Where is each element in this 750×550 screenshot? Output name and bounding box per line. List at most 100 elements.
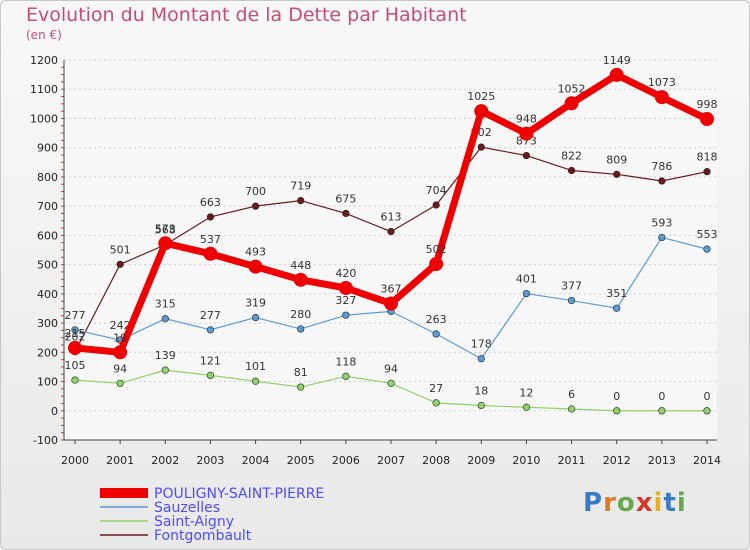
y-tick-label: 100: [37, 376, 58, 389]
data-label: 12: [519, 386, 533, 399]
data-label: 822: [561, 149, 582, 162]
data-label: 998: [697, 98, 718, 111]
data-label: 81: [294, 366, 308, 379]
data-point: [522, 289, 531, 298]
data-label: 704: [426, 184, 447, 197]
y-tick-label: 800: [37, 171, 58, 184]
chart-title: Evolution du Montant de la Dette par Hab…: [26, 4, 467, 26]
data-point: [158, 236, 173, 251]
data-point: [700, 112, 714, 127]
data-label: 6: [568, 388, 575, 401]
plot-area: [64, 60, 717, 440]
data-label: 0: [658, 390, 665, 403]
data-label: 139: [155, 349, 176, 362]
y-tick-label: 0: [51, 405, 58, 418]
x-tick-label: 2009: [467, 454, 495, 467]
logo-letter: i: [676, 488, 687, 518]
x-tick-label: 2004: [242, 454, 270, 467]
data-point: [116, 379, 124, 387]
data-label: 663: [200, 196, 221, 209]
data-label: 675: [335, 192, 356, 205]
data-label: 573: [155, 222, 176, 235]
data-point: [477, 143, 485, 151]
data-label: 94: [113, 362, 127, 375]
legend-label: Sauzelles: [154, 500, 220, 516]
data-point: [522, 403, 531, 411]
data-label: 568: [155, 224, 176, 237]
y-tick-label: 500: [37, 259, 58, 272]
data-label: 277: [65, 309, 86, 322]
x-tick-label: 2000: [61, 454, 89, 467]
data-label: 242: [110, 319, 131, 332]
data-point: [71, 376, 79, 384]
data-label: 809: [606, 153, 627, 166]
data-label: 0: [613, 390, 620, 403]
data-point: [567, 405, 576, 413]
data-point: [432, 201, 440, 209]
data-label: 501: [110, 243, 131, 256]
x-tick-label: 2008: [422, 454, 450, 467]
data-label: 94: [384, 362, 398, 375]
data-label: 553: [697, 228, 718, 241]
data-point: [474, 104, 489, 119]
data-point: [519, 126, 534, 141]
y-tick-label: 300: [37, 317, 58, 330]
data-point: [251, 202, 260, 210]
data-label: 202: [65, 331, 86, 344]
data-point: [703, 168, 711, 176]
data-label: 277: [200, 309, 221, 322]
data-point: [68, 340, 82, 355]
data-label: 327: [335, 294, 356, 307]
y-tick-label: 1100: [30, 83, 58, 96]
data-point: [658, 177, 666, 185]
data-label: 502: [426, 243, 447, 256]
data-point: [251, 377, 260, 385]
data-point: [113, 345, 128, 360]
data-point: [206, 213, 215, 221]
data-point: [203, 246, 218, 261]
proxiti-logo: Proxiti: [583, 488, 687, 518]
x-tick-label: 2007: [377, 454, 405, 467]
logo-letter: x: [635, 488, 654, 518]
data-point: [564, 96, 579, 111]
data-point: [703, 245, 711, 253]
data-label: 377: [561, 280, 582, 293]
y-tick-label: 400: [37, 288, 58, 301]
x-tick-label: 2002: [151, 454, 179, 467]
data-point: [293, 272, 308, 287]
x-tick-label: 2011: [558, 454, 586, 467]
logo-letter: o: [616, 488, 636, 518]
data-label: 448: [290, 259, 311, 272]
x-tick-label: 2013: [648, 454, 676, 467]
data-point: [161, 366, 169, 374]
logo-letter: t: [663, 488, 677, 518]
legend-label: POULIGNY-SAINT-PIERRE: [154, 486, 324, 502]
data-label: 280: [290, 308, 311, 321]
data-point: [567, 166, 576, 175]
data-label: 1052: [558, 82, 586, 95]
data-point: [297, 383, 305, 391]
data-label: 818: [697, 151, 718, 164]
data-point: [384, 296, 398, 311]
data-label: 18: [474, 385, 488, 398]
data-label: 420: [335, 267, 356, 280]
data-point: [251, 313, 260, 322]
x-tick-label: 2001: [106, 454, 134, 467]
data-point: [567, 296, 576, 305]
data-point: [477, 355, 485, 363]
data-label: 1073: [648, 76, 676, 89]
x-tick-label: 2010: [512, 454, 540, 467]
data-label: 105: [65, 359, 86, 372]
data-point: [477, 401, 485, 410]
chart-subtitle: (en €): [26, 28, 62, 42]
data-point: [248, 259, 263, 274]
data-label: 101: [245, 360, 266, 373]
data-point: [297, 197, 305, 205]
data-label: 493: [245, 246, 266, 259]
y-tick-label: 700: [37, 200, 58, 213]
data-label: 319: [245, 297, 266, 310]
data-point: [387, 379, 395, 387]
data-point: [342, 372, 350, 380]
legend-label: Fontgombault: [154, 528, 252, 544]
